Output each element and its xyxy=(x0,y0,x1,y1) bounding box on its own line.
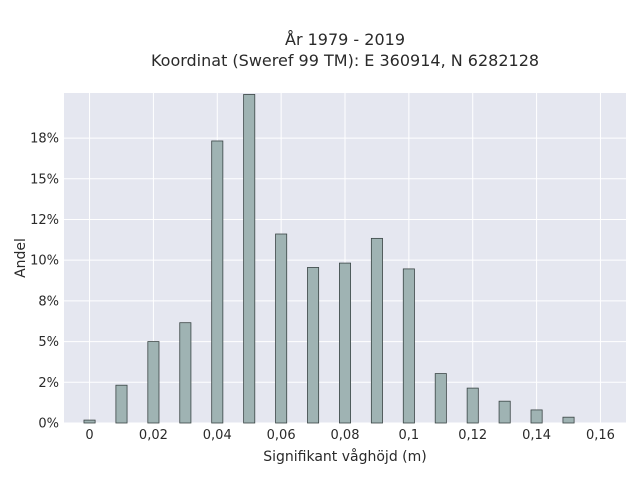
x-tick-label: 0,16 xyxy=(586,428,615,443)
y-tick-label: 10% xyxy=(30,254,59,269)
x-tick-label: 0,12 xyxy=(458,428,487,443)
bar xyxy=(466,387,479,424)
y-tick-label: 2% xyxy=(38,376,59,391)
bar xyxy=(562,416,575,424)
bar xyxy=(275,233,288,424)
chart-title-line-1: År 1979 - 2019 xyxy=(285,30,405,49)
x-tick-label: 0,04 xyxy=(203,428,232,443)
bar xyxy=(147,341,160,424)
x-axis-title: Signifikant våghöjd (m) xyxy=(263,448,426,465)
bar xyxy=(179,322,192,424)
y-tick-label: 18% xyxy=(30,132,59,147)
bars xyxy=(83,94,575,424)
y-tick-label: 0% xyxy=(38,417,59,432)
bar xyxy=(498,400,511,424)
y-tick-label: 12% xyxy=(30,213,59,228)
bar xyxy=(243,94,256,424)
x-tick-label: 0,08 xyxy=(331,428,360,443)
y-axis-title: Andel xyxy=(13,238,29,278)
bar xyxy=(434,373,447,424)
y-axis-ticks: 0% 2% 5% 8% 10% 12% 15% 18% xyxy=(30,132,59,432)
bar xyxy=(530,409,543,424)
y-tick-label: 8% xyxy=(38,294,59,309)
bar xyxy=(339,262,351,424)
y-tick-label: 5% xyxy=(38,335,59,350)
bar xyxy=(307,267,320,424)
chart-title-line-2: Koordinat (Sweref 99 TM): E 360914, N 62… xyxy=(151,51,539,70)
x-axis-ticks: 0 0,02 0,04 0,06 0,08 0,1 0,12 0,14 0,16 xyxy=(85,428,615,443)
x-tick-label: 0,02 xyxy=(139,428,168,443)
x-tick-label: 0 xyxy=(85,428,93,443)
bar xyxy=(211,140,224,424)
bar xyxy=(370,237,383,424)
bar xyxy=(402,268,415,424)
y-tick-label: 15% xyxy=(30,172,59,187)
x-tick-label: 0,06 xyxy=(267,428,296,443)
bar xyxy=(115,384,128,424)
x-tick-label: 0,14 xyxy=(522,428,551,443)
x-tick-label: 0,1 xyxy=(399,428,420,443)
bar xyxy=(83,419,96,424)
